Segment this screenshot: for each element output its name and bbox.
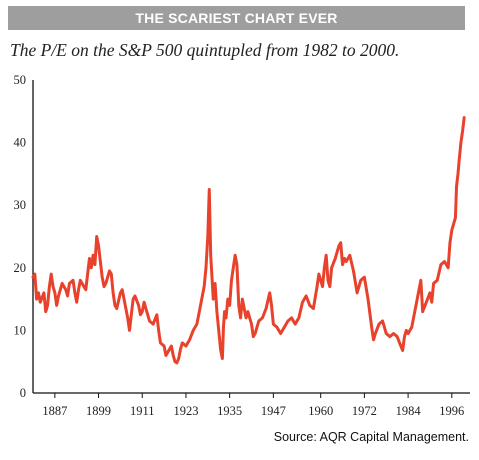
pe-ratio-series-line [31, 116, 466, 365]
x-tick-label: 1899 [86, 404, 111, 418]
chart-subtitle: The P/E on the S&P 500 quintupled from 1… [10, 40, 400, 60]
x-tick-label: 1911 [130, 404, 155, 418]
source-note: Source: AQR Capital Management. [273, 430, 469, 444]
y-tick-label: 20 [14, 261, 27, 275]
x-axis: 1887 1899 1911 1923 1935 1947 1960 1972 1984 1996 [33, 392, 470, 418]
x-tick-label: 1923 [173, 404, 198, 418]
y-tick-label: 40 [14, 136, 27, 150]
x-tick-label: 1887 [42, 404, 67, 418]
y-tick-label: 50 [14, 73, 27, 87]
y-tick-label: 30 [14, 198, 27, 212]
x-ticks: 1887 1899 1911 1923 1935 1947 1960 1972 1984 1996 [42, 393, 464, 418]
y-tick-label: 0 [20, 386, 26, 400]
x-tick-label: 1984 [396, 404, 422, 418]
x-tick-label: 1960 [308, 404, 333, 418]
x-tick-label: 1935 [217, 404, 242, 418]
y-axis: 0 10 20 30 40 50 [14, 73, 34, 400]
y-tick-label: 10 [14, 323, 27, 337]
plot-area [31, 116, 466, 365]
x-tick-label: 1972 [352, 404, 377, 418]
x-tick-label: 1947 [261, 404, 286, 418]
y-tick-labels: 0 10 20 30 40 50 [14, 73, 27, 400]
chart-banner-title: THE SCARIEST CHART EVER [8, 6, 465, 30]
x-tick-label: 1996 [439, 404, 464, 418]
